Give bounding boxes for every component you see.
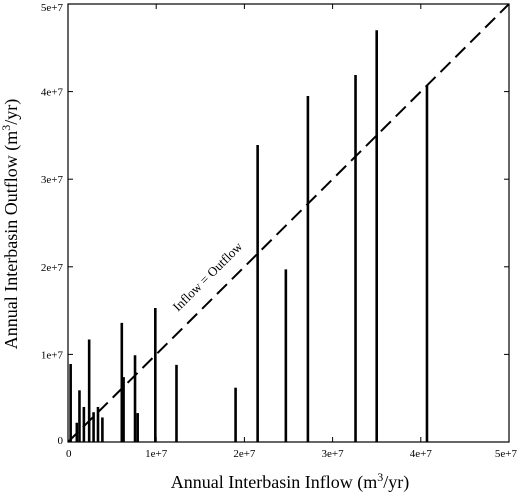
- x-tick-label: 5e+7: [495, 448, 518, 460]
- x-axis-title: Annual Interbasin Inflow (m3/yr): [171, 470, 409, 493]
- x-tick-label: 1e+7: [145, 448, 168, 460]
- y-axis-ticks: 0 1e+7 2e+7 3e+7 4e+7 5e+7: [41, 2, 509, 447]
- x-axis-ticks: 0 1e+7 2e+7 3e+7 4e+7 5e+7: [66, 4, 517, 460]
- reference-line: [67, 3, 510, 443]
- plot-frame: [67, 3, 510, 443]
- x-tick-label: 2e+7: [233, 448, 256, 460]
- x-tick-label: 3e+7: [322, 448, 345, 460]
- bars: [69, 30, 429, 442]
- y-tick-label: 1e+7: [41, 349, 64, 361]
- y-tick-label: 4e+7: [41, 87, 64, 99]
- x-tick-label: 4e+7: [410, 448, 433, 460]
- y-tick-label: 3e+7: [41, 174, 64, 186]
- y-axis-title: Annual Interbasin Outflow (m3/yr): [0, 99, 22, 349]
- y-tick-label: 2e+7: [41, 262, 64, 274]
- x-tick-label: 0: [66, 448, 72, 460]
- y-tick-label: 0: [58, 435, 64, 447]
- y-tick-label: 5e+7: [41, 2, 64, 14]
